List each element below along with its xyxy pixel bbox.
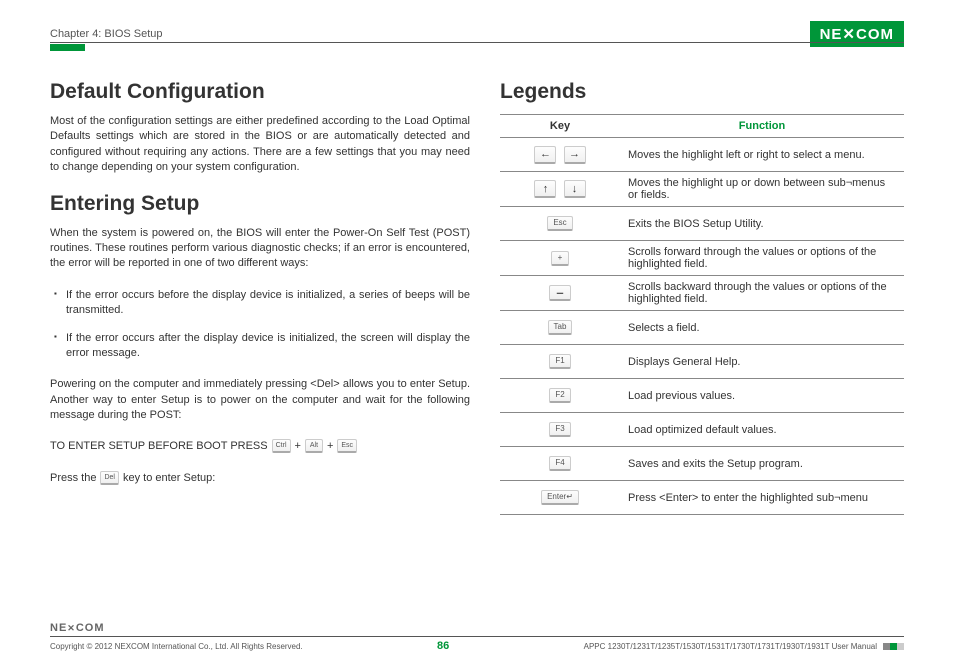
top-accent	[50, 44, 85, 51]
table-row: F1 Displays General Help.	[500, 345, 904, 379]
copyright: Copyright © 2012 NEXCOM International Co…	[50, 642, 303, 651]
arrow-right-icon: →	[564, 146, 586, 164]
func-cell: Saves and exits the Setup program.	[620, 447, 904, 481]
key-alt-icon: Alt	[305, 439, 323, 453]
press-suffix: key to enter Setup:	[123, 472, 215, 484]
key-f4-icon: F4	[549, 456, 570, 471]
arrow-up-icon: ↑	[534, 180, 556, 198]
func-cell: Scrolls backward through the values or o…	[620, 276, 904, 311]
key-plus-icon: +	[551, 251, 569, 266]
heading-default-config: Default Configuration	[50, 80, 470, 104]
key-left-right: ← →	[500, 138, 620, 172]
press-line: Press the Del key to enter Setup:	[50, 471, 470, 485]
key-minus-icon: –	[549, 285, 570, 301]
plus-2: +	[327, 440, 333, 452]
manual-label: APPC 1230T/1231T/1235T/1530T/1531T/1730T…	[584, 642, 877, 651]
func-cell: Press <Enter> to enter the highlighted s…	[620, 481, 904, 515]
table-row: + Scrolls forward through the values or …	[500, 241, 904, 276]
heading-legends: Legends	[500, 80, 904, 104]
key-f2-icon: F2	[549, 388, 570, 403]
th-function: Function	[620, 115, 904, 138]
key-up-down: ↑ ↓	[500, 172, 620, 207]
arrow-down-icon: ↓	[564, 180, 586, 198]
para-entering-setup: When the system is powered on, the BIOS …	[50, 226, 470, 272]
key-f1-icon: F1	[549, 354, 570, 369]
top-rule	[50, 42, 904, 43]
key-esc-icon: Esc	[337, 439, 357, 453]
para-powering-on: Powering on the computer and immediately…	[50, 377, 470, 423]
func-cell: Scrolls forward through the values or op…	[620, 241, 904, 276]
logo-top: NE✕COM	[810, 21, 904, 47]
bullet-error-beeps: If the error occurs before the display d…	[50, 288, 470, 319]
func-cell: Load optimized default values.	[620, 413, 904, 447]
logo-bottom: NE✕COM	[50, 622, 904, 634]
table-row: Tab Selects a field.	[500, 311, 904, 345]
chapter-label: Chapter 4: BIOS Setup	[50, 28, 163, 40]
func-cell: Selects a field.	[620, 311, 904, 345]
func-cell: Displays General Help.	[620, 345, 904, 379]
left-column: Default Configuration Most of the config…	[50, 80, 470, 515]
footer: NE✕COM Copyright © 2012 NEXCOM Internati…	[50, 622, 904, 652]
right-column: Legends Key Function ← → Moves the highl…	[500, 80, 904, 515]
footer-squares-icon	[883, 643, 904, 650]
th-key: Key	[500, 115, 620, 138]
table-row: ↑ ↓ Moves the highlight up or down betwe…	[500, 172, 904, 207]
func-cell: Load previous values.	[620, 379, 904, 413]
key-f3-icon: F3	[549, 422, 570, 437]
table-row: Enter↵ Press <Enter> to enter the highli…	[500, 481, 904, 515]
plus-1: +	[295, 440, 301, 452]
setup-prefix: TO ENTER SETUP BEFORE BOOT PRESS	[50, 440, 268, 452]
table-row: F3 Load optimized default values.	[500, 413, 904, 447]
func-cell: Moves the highlight up or down between s…	[620, 172, 904, 207]
key-ctrl-icon: Ctrl	[272, 439, 291, 453]
heading-entering-setup: Entering Setup	[50, 192, 470, 216]
func-cell: Moves the highlight left or right to sel…	[620, 138, 904, 172]
table-row: Esc Exits the BIOS Setup Utility.	[500, 207, 904, 241]
press-prefix: Press the	[50, 472, 96, 484]
para-default-config: Most of the configuration settings are e…	[50, 114, 470, 176]
table-row: F2 Load previous values.	[500, 379, 904, 413]
page-number: 86	[437, 640, 449, 652]
legends-table: Key Function ← → Moves the highlight lef…	[500, 114, 904, 515]
key-esc-icon: Esc	[547, 216, 572, 231]
table-row: ← → Moves the highlight left or right to…	[500, 138, 904, 172]
key-tab-icon: Tab	[548, 320, 573, 335]
table-row: – Scrolls backward through the values or…	[500, 276, 904, 311]
setup-key-line: TO ENTER SETUP BEFORE BOOT PRESS Ctrl + …	[50, 439, 470, 453]
arrow-left-icon: ←	[534, 146, 556, 164]
key-del-icon: Del	[100, 471, 119, 485]
key-enter-icon: Enter↵	[541, 490, 579, 505]
func-cell: Exits the BIOS Setup Utility.	[620, 207, 904, 241]
bullet-error-screen: If the error occurs after the display de…	[50, 331, 470, 362]
table-row: F4 Saves and exits the Setup program.	[500, 447, 904, 481]
